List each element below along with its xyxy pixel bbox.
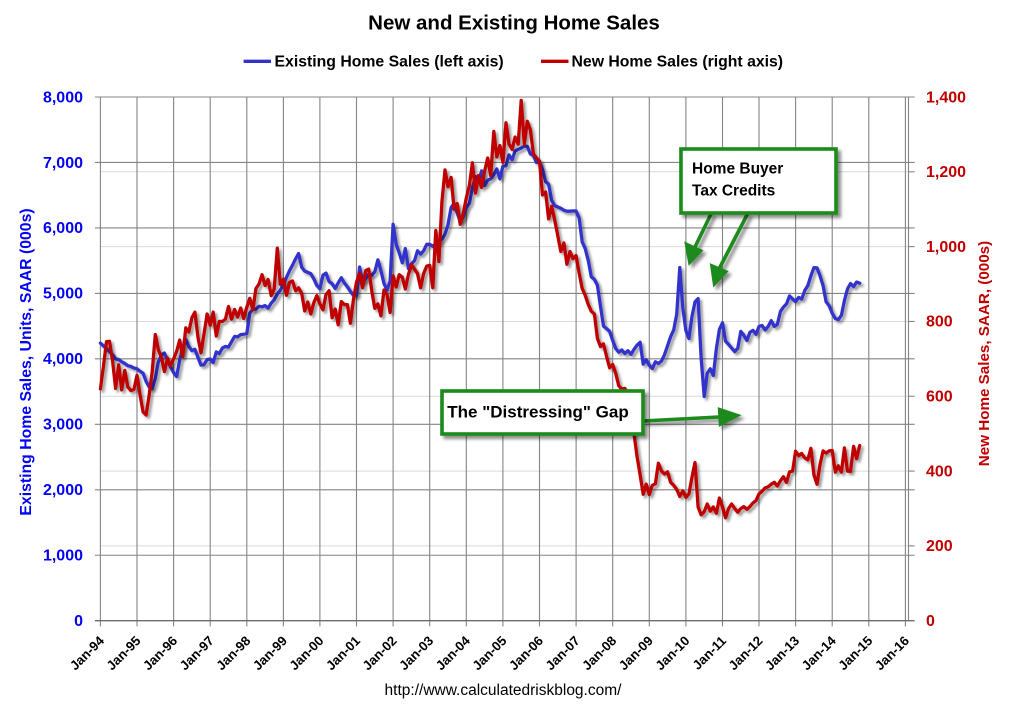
svg-text:http://www.calculatedriskblog.: http://www.calculatedriskblog.com/ [385, 682, 623, 699]
svg-text:800: 800 [926, 314, 953, 331]
svg-text:Existing Home Sales (left axis: Existing Home Sales (left axis) [275, 54, 504, 71]
svg-text:2,000: 2,000 [43, 482, 83, 499]
svg-text:1,400: 1,400 [926, 89, 966, 106]
svg-text:The "Distressing" Gap: The "Distressing" Gap [447, 403, 628, 422]
svg-text:1,000: 1,000 [926, 239, 966, 256]
svg-text:8,000: 8,000 [43, 89, 83, 106]
svg-text:0: 0 [74, 613, 83, 630]
svg-text:4,000: 4,000 [43, 351, 83, 368]
svg-text:New Home Sales (right axis): New Home Sales (right axis) [572, 54, 784, 71]
svg-text:200: 200 [926, 538, 953, 555]
svg-text:7,000: 7,000 [43, 155, 83, 172]
svg-text:5,000: 5,000 [43, 286, 83, 303]
svg-text:600: 600 [926, 389, 953, 406]
svg-text:400: 400 [926, 463, 953, 480]
svg-text:0: 0 [926, 613, 935, 630]
svg-text:New and Existing Home Sales: New and Existing Home Sales [368, 12, 660, 35]
svg-text:1,000: 1,000 [43, 548, 83, 565]
svg-text:Tax Credits: Tax Credits [692, 183, 775, 200]
svg-text:1,200: 1,200 [926, 164, 966, 181]
svg-text:New Home Sales, SAAR, (000s): New Home Sales, SAAR, (000s) [976, 241, 993, 466]
svg-text:Existing Home Sales, Units, SA: Existing Home Sales, Units, SAAR (000s) [18, 208, 35, 515]
svg-text:3,000: 3,000 [43, 417, 83, 434]
svg-text:Home Buyer: Home Buyer [692, 161, 783, 178]
svg-text:6,000: 6,000 [43, 220, 83, 237]
